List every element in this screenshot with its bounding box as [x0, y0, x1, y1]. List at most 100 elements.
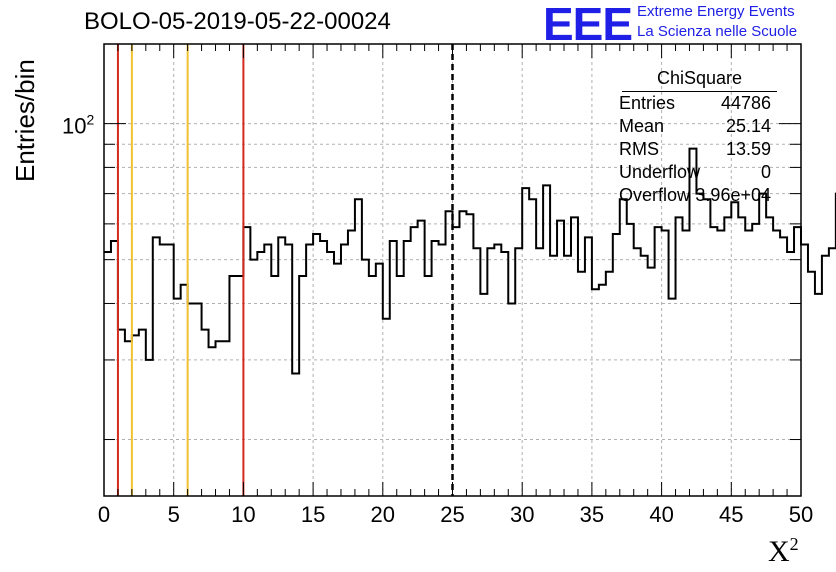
histogram-bin — [717, 231, 724, 496]
stat-row-rms: RMS 13.59 — [612, 138, 777, 161]
histogram-bin — [466, 214, 473, 496]
stat-value: 3.96e+04 — [695, 185, 771, 205]
histogram-bin — [550, 256, 557, 496]
x-tick-label: 20 — [371, 502, 395, 527]
histogram-bin — [683, 231, 690, 496]
histogram-bin — [564, 256, 571, 496]
histogram-bin — [515, 248, 522, 496]
histogram-bin — [508, 303, 515, 496]
stat-row-overflow: Overflow 3.96e+04 — [612, 184, 777, 207]
histogram-bin — [327, 252, 334, 496]
x-tick-label: 15 — [301, 502, 325, 527]
histogram-bin — [383, 319, 390, 496]
histogram-bin — [473, 248, 480, 496]
histogram-bin — [111, 241, 118, 496]
x-tick-label: 35 — [580, 502, 604, 527]
histogram-bin — [369, 276, 376, 496]
histogram-bin — [139, 330, 146, 496]
histogram-bin — [216, 341, 223, 496]
x-axis-label-base: X — [768, 535, 790, 568]
histogram-bin — [620, 199, 627, 496]
histogram-bin — [250, 260, 257, 496]
histogram-bin — [153, 237, 160, 496]
stat-row-underflow: Underflow 0 — [612, 161, 777, 184]
histogram-bin — [557, 221, 564, 496]
y-axis-label: Entries/bin — [10, 59, 40, 182]
project-name-line1: Extreme Energy Events — [637, 3, 795, 20]
x-tick-label: 45 — [719, 502, 743, 527]
histogram-bin — [543, 185, 550, 496]
histogram-bin — [459, 211, 466, 496]
stat-label: RMS — [619, 139, 659, 159]
histogram-bin — [745, 231, 752, 496]
histogram-bin — [125, 341, 132, 496]
histogram-bin — [606, 272, 613, 496]
x-tick-label: 40 — [649, 502, 673, 527]
histogram-bin — [306, 245, 313, 496]
x-tick-label: 25 — [440, 502, 464, 527]
x-tick-label: 0 — [98, 502, 110, 527]
histogram-bin — [501, 252, 508, 496]
histogram-bin — [118, 330, 125, 496]
histogram-outline — [104, 147, 836, 375]
histogram-bin — [669, 299, 676, 496]
histogram-bin — [522, 188, 529, 496]
y-tick-label-exponent: 2 — [86, 112, 94, 128]
histogram-bin — [411, 227, 418, 496]
histogram-bin — [808, 272, 815, 496]
histogram-bin — [425, 276, 432, 496]
histogram-bin — [174, 299, 181, 496]
histogram-bin — [202, 330, 209, 496]
histogram-bin — [236, 276, 243, 496]
histogram-bin — [160, 245, 167, 496]
histogram-bin — [487, 248, 494, 496]
histogram-bin — [104, 252, 111, 496]
x-axis-label: X2 — [768, 534, 799, 569]
histogram-bin — [585, 237, 592, 496]
project-name: Extreme Energy Events La Scienza nelle S… — [637, 2, 797, 42]
histogram-bin — [362, 260, 369, 496]
y-tick-label-base: 10 — [62, 114, 86, 139]
histogram-bin — [195, 303, 202, 496]
stat-value: 13.59 — [725, 139, 771, 159]
histogram-bin — [446, 211, 453, 496]
histogram-bin — [710, 227, 717, 496]
histogram-bin — [801, 245, 808, 496]
histogram-bin — [271, 276, 278, 496]
histogram-bin — [494, 245, 501, 496]
histogram-bin — [243, 227, 250, 496]
run-title: BOLO-05-2019-05-22-00024 — [84, 8, 391, 35]
histogram-bin — [787, 252, 794, 496]
histogram-bin — [418, 221, 425, 496]
histogram-bin — [759, 194, 766, 496]
eee-logo: EEE — [543, 0, 633, 50]
stat-row-mean: Mean 25.14 — [612, 115, 777, 138]
histogram-bin — [634, 248, 641, 496]
stat-value: 25.14 — [725, 116, 771, 136]
histogram-bin — [480, 294, 487, 496]
stat-value: 0 — [760, 162, 771, 182]
histogram-bin — [641, 256, 648, 496]
histogram-bin — [815, 294, 822, 496]
histogram-bin — [229, 276, 236, 496]
histogram-bin — [794, 227, 801, 496]
histogram-bin — [648, 268, 655, 496]
histogram-bin — [376, 264, 383, 496]
histogram-bin — [703, 199, 710, 496]
histogram-bin — [313, 234, 320, 496]
y-tick-label: 102 — [62, 112, 94, 139]
histogram-bin — [439, 245, 446, 496]
histogram-bin — [299, 276, 306, 496]
histogram-bin — [285, 245, 292, 496]
histogram-bin — [257, 252, 264, 496]
histogram-bin — [613, 234, 620, 496]
statistics-rows: Entries 44786 Mean 25.14 RMS 13.59 Underflow 0 O… — [612, 92, 777, 207]
histogram-bin — [390, 241, 397, 496]
histogram-bin — [829, 248, 836, 496]
histogram-bin — [780, 237, 787, 496]
x-tick-label: 30 — [510, 502, 534, 527]
stat-label: Overflow — [619, 185, 691, 205]
histogram-bin — [292, 373, 299, 496]
histogram-bin — [599, 285, 606, 496]
histogram-bin — [404, 241, 411, 496]
